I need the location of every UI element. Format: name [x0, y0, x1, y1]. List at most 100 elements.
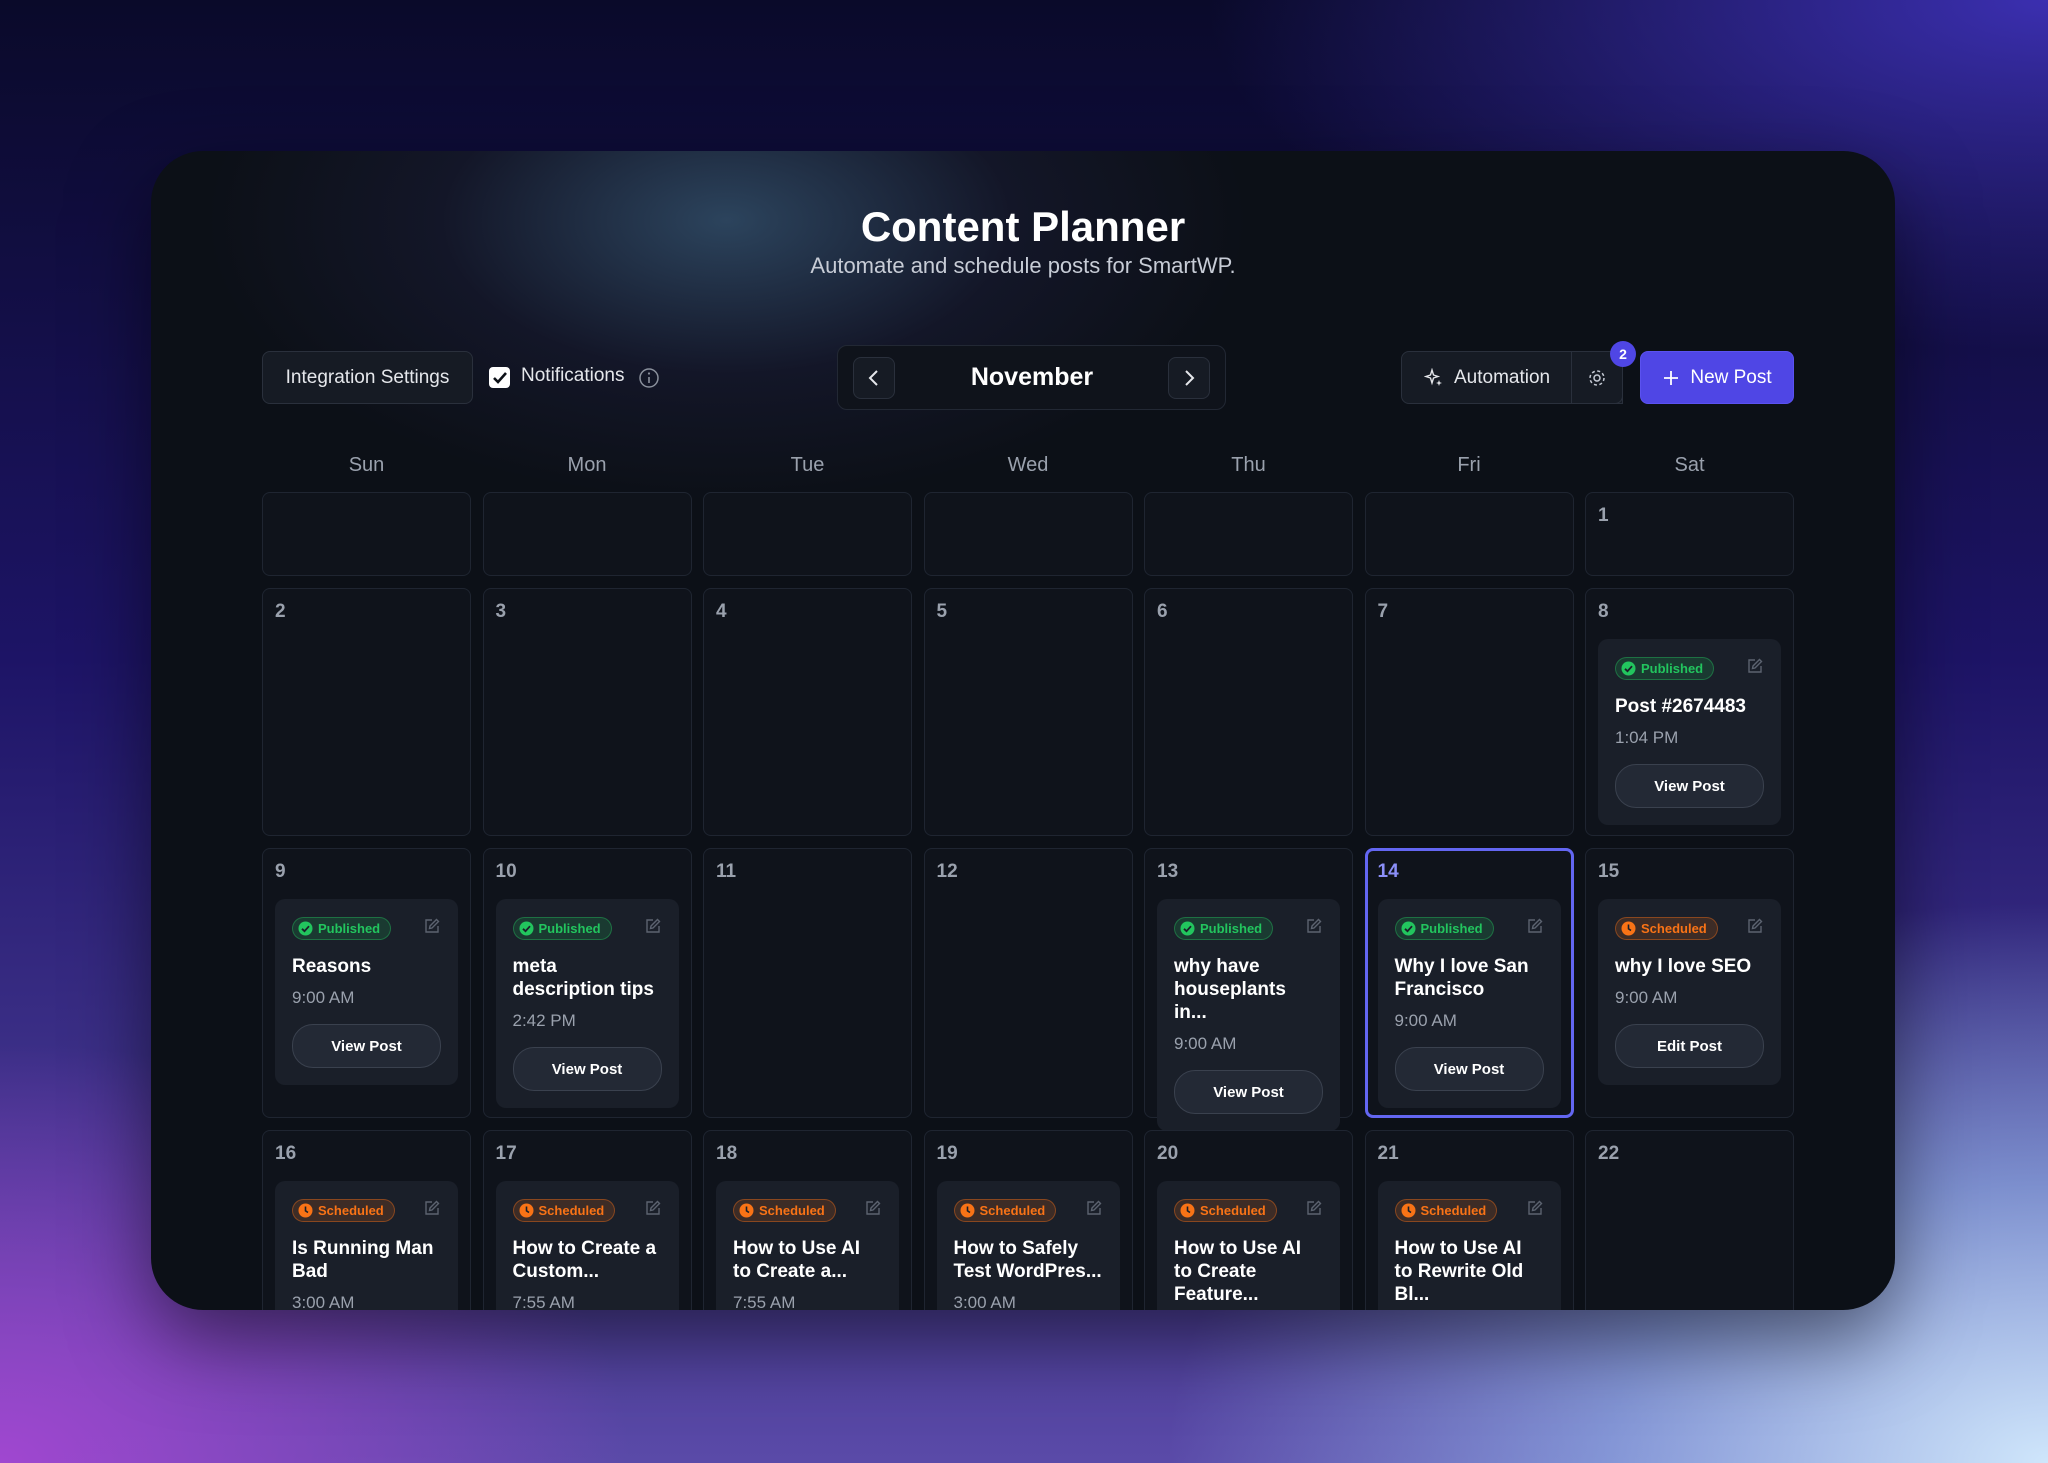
- post-time: 2:42 PM: [512, 1011, 576, 1030]
- pencil-icon: [1307, 1200, 1322, 1215]
- notifications-checkbox[interactable]: [489, 367, 510, 388]
- edit-icon[interactable]: [423, 917, 441, 940]
- day-cell: [923, 492, 1133, 576]
- day-number: 11: [716, 861, 737, 882]
- month-label: November: [970, 363, 1094, 391]
- status-badge: Published: [512, 917, 612, 940]
- day-cell: 13 Published why have houseplants in... 9:0…: [1144, 848, 1353, 1131]
- day-number: 19: [936, 1143, 958, 1164]
- status-badge: Scheduled: [512, 1199, 616, 1222]
- edit-icon[interactable]: [1526, 917, 1544, 940]
- weekday-label: Sat: [1674, 454, 1705, 476]
- post-title: Reasons: [292, 956, 372, 977]
- day-cell: 15 Scheduled why I love SEO 9:00 AM Edit Pos…: [1585, 848, 1794, 1118]
- day-cell: 5: [923, 588, 1133, 836]
- status-badge: Published: [1394, 917, 1494, 940]
- post-title: Why I love San Francisco: [1394, 956, 1529, 1000]
- plus-icon: [1664, 370, 1679, 385]
- pencil-icon: [1086, 1200, 1101, 1215]
- day-cell: 16 Scheduled Is Running Man Bad 3:00 AM: [262, 1130, 471, 1310]
- check-icon: [493, 372, 507, 384]
- post-card: Scheduled How to Create a Custom... 7:55 A…: [495, 1181, 679, 1310]
- automation-label: Automation: [1454, 366, 1551, 388]
- weekday-label: Sun: [348, 454, 385, 476]
- integration-settings-button[interactable]: Integration Settings: [262, 351, 473, 404]
- status-badge: Published: [1615, 657, 1715, 680]
- pencil-icon: [1527, 1200, 1542, 1215]
- day-cell: [482, 492, 692, 576]
- post-time: 9:00 AM: [1394, 1011, 1457, 1030]
- weekday-label: Fri: [1457, 454, 1481, 476]
- edit-icon[interactable]: [1526, 1199, 1544, 1222]
- status-icon: [298, 921, 313, 936]
- status-badge: Scheduled: [1615, 917, 1718, 940]
- day-cell: 17 Scheduled How to Create a Custom... 7:55…: [482, 1130, 692, 1310]
- day-cell: 21 Scheduled How to Use AI to Rewrite Old …: [1364, 1130, 1574, 1310]
- post-action-button[interactable]: View Post: [1174, 1070, 1323, 1114]
- weekday-label: Mon: [567, 454, 607, 476]
- edit-icon[interactable]: [1746, 917, 1764, 940]
- gear-icon: [1589, 369, 1605, 386]
- edit-icon[interactable]: [1305, 917, 1323, 940]
- status-label: Published: [1420, 921, 1483, 936]
- info-icon[interactable]: [638, 367, 660, 389]
- edit-icon[interactable]: [1746, 657, 1764, 680]
- day-number: 7: [1377, 601, 1389, 622]
- post-time: 1:04 PM: [1615, 728, 1679, 747]
- day-cell: [1364, 492, 1574, 576]
- pencil-icon: [866, 1200, 881, 1215]
- status-badge: Scheduled: [953, 1199, 1057, 1222]
- edit-icon[interactable]: [423, 1199, 441, 1222]
- chevron-right: [1185, 370, 1195, 386]
- prev-month-button[interactable]: [853, 357, 895, 399]
- edit-icon[interactable]: [644, 1199, 662, 1222]
- post-card: Scheduled How to Use AI to Create a... 7:5…: [716, 1181, 899, 1310]
- day-cell: 1: [1585, 492, 1794, 576]
- day-cell: 19 Scheduled How to Safely Test WordPres..…: [923, 1130, 1133, 1310]
- day-number: 10: [495, 861, 517, 882]
- pencil-icon: [1527, 918, 1542, 933]
- status-icon: [1621, 921, 1636, 936]
- post-title: How to Safely Test WordPres...: [953, 1238, 1102, 1282]
- new-post-button[interactable]: New Post: [1640, 351, 1794, 404]
- day-cell: 6: [1144, 588, 1353, 836]
- notification-badge: 2: [1610, 341, 1636, 367]
- day-cell: 20 Scheduled How to Use AI to Create Featu…: [1144, 1130, 1353, 1310]
- planner-card: Content Planner Automate and schedule po…: [151, 151, 1895, 1310]
- edit-icon[interactable]: [1305, 1199, 1323, 1222]
- day-number: 15: [1598, 861, 1620, 882]
- post-card: Scheduled Is Running Man Bad 3:00 AM: [275, 1181, 458, 1310]
- status-label: Published: [538, 921, 601, 936]
- edit-icon[interactable]: [864, 1199, 882, 1222]
- day-number: 21: [1377, 1143, 1399, 1164]
- post-action-button[interactable]: View Post: [1394, 1047, 1544, 1091]
- post-action-button[interactable]: View Post: [512, 1047, 662, 1091]
- post-title: meta description tips: [512, 956, 654, 1000]
- post-card: Published meta description tips 2:42 PM Vie…: [495, 899, 679, 1108]
- notifications-label[interactable]: Notifications: [521, 365, 625, 386]
- month-nav: [837, 345, 1226, 410]
- next-month-button[interactable]: [1168, 357, 1210, 399]
- post-time: 9:00 AM: [292, 988, 355, 1007]
- page-subtitle: Automate and schedule posts for SmartWP.: [810, 253, 1236, 278]
- post-time: 9:00 AM: [1615, 988, 1678, 1007]
- post-action-button[interactable]: View Post: [1615, 764, 1764, 808]
- edit-icon[interactable]: [1085, 1199, 1103, 1222]
- weekday-label: Thu: [1231, 454, 1266, 476]
- post-title: why I love SEO: [1615, 956, 1752, 977]
- post-title: Post #2674483: [1615, 696, 1746, 717]
- status-badge: Scheduled: [1174, 1199, 1277, 1222]
- pencil-icon: [425, 1200, 440, 1215]
- edit-icon[interactable]: [644, 917, 662, 940]
- status-icon: [1401, 921, 1415, 936]
- status-label: Scheduled: [318, 1203, 384, 1218]
- post-action-button[interactable]: Edit Post: [1615, 1024, 1764, 1068]
- status-label: Published: [1200, 921, 1263, 936]
- post-title: Is Running Man Bad: [292, 1238, 434, 1282]
- post-action-button[interactable]: View Post: [292, 1024, 441, 1068]
- pencil-icon: [645, 918, 660, 933]
- post-time: 7:55 AM: [733, 1293, 796, 1310]
- sparkle-icon: [1424, 367, 1442, 386]
